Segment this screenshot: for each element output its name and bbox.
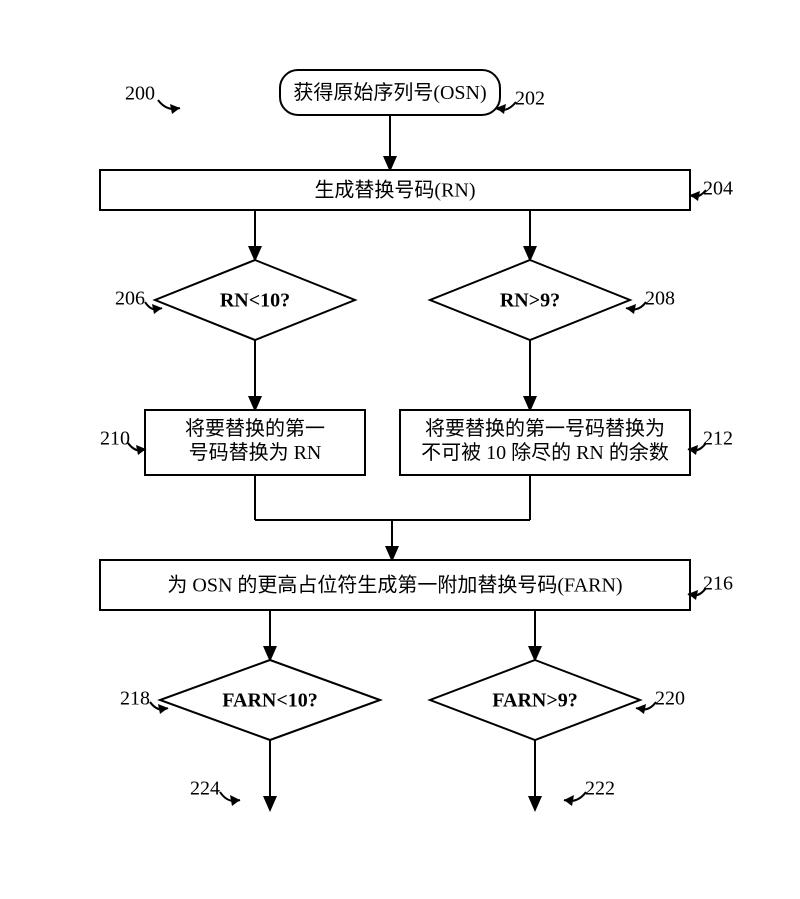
node-text-n212: 不可被 10 除尽的 RN 的余数 [421,441,669,464]
ref-l202: 202 [515,88,545,110]
ref-l224: 224 [190,778,220,800]
node-text-n208: RN>9? [500,290,560,312]
node-text-n212: 将要替换的第一号码替换为 [425,417,665,440]
ref-l220: 220 [655,688,685,710]
ref-l222: 222 [585,778,615,800]
node-text-n210: 号码替换为 RN [189,441,322,464]
ref-l218: 218 [120,688,150,710]
ref-l204: 204 [703,178,733,200]
node-text-n218: FARN<10? [222,690,317,712]
node-text-n220: FARN>9? [492,690,577,712]
ref-l208: 208 [645,288,675,310]
node-text-n204: 生成替换号码(RN) [314,179,475,202]
ref-l216: 216 [703,573,733,595]
ref-l200: 200 [125,83,155,105]
ref-l212: 212 [703,428,733,450]
ref-l206: 206 [115,288,145,310]
node-text-n202: 获得原始序列号(OSN) [293,81,486,104]
ref-l210: 210 [100,428,130,450]
node-text-n206: RN<10? [220,290,290,312]
node-text-n216: 为 OSN 的更高占位符生成第一附加替换号码(FARN) [167,574,622,597]
node-text-n210: 将要替换的第一 [185,417,325,440]
